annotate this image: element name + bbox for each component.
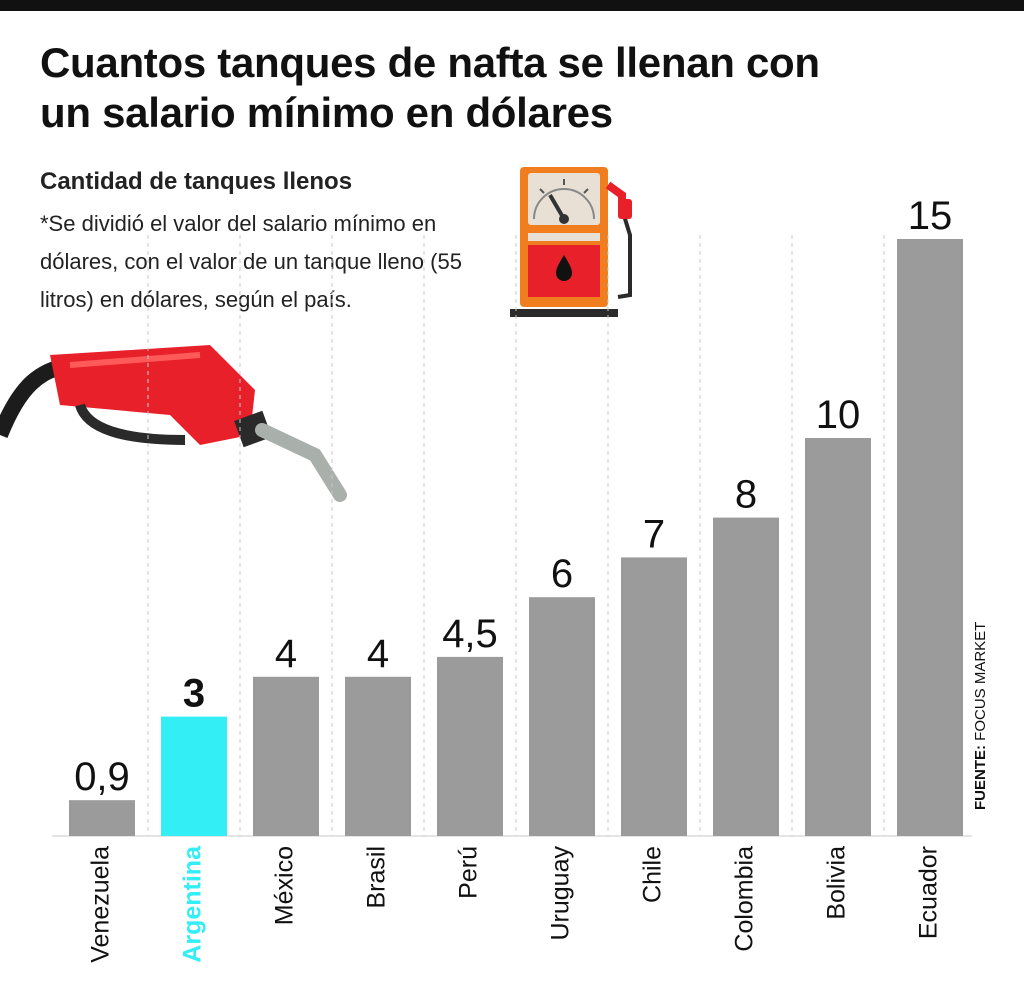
category-label: Venezuela: [87, 846, 115, 963]
bar: [69, 800, 135, 836]
data-label: 6: [551, 552, 573, 596]
chart-note: *Se dividió el valor del salario mínimo …: [40, 211, 462, 312]
data-label: 15: [908, 194, 953, 238]
category-label: Perú: [455, 846, 483, 899]
bar: [253, 676, 319, 836]
data-label: 3: [183, 672, 205, 716]
chart-subtitle: Cantidad de tanques llenos: [40, 168, 353, 195]
source-label: FUENTE:: [972, 745, 989, 810]
top-bar: [0, 0, 1024, 11]
source-note: FUENTE: FOCUS MARKET: [972, 622, 989, 810]
bar: [897, 239, 963, 836]
fuel-pump-icon: [510, 165, 650, 330]
data-label: 7: [643, 512, 665, 556]
bar: [621, 557, 687, 836]
category-label: México: [271, 846, 299, 925]
bar: [805, 438, 871, 836]
category-label: Ecuador: [915, 846, 943, 939]
data-label: 4: [367, 632, 389, 676]
category-label: Bolivia: [823, 846, 851, 920]
category-label: Colombia: [731, 846, 759, 952]
bar: [345, 676, 411, 836]
bar: [437, 656, 503, 836]
category-label: Chile: [639, 846, 667, 903]
data-label: 10: [816, 393, 861, 437]
data-label: 0,9: [74, 755, 130, 799]
category-label: Brasil: [363, 846, 391, 909]
data-label: 4,5: [442, 612, 498, 656]
bar: [713, 517, 779, 836]
bar: [161, 716, 227, 836]
bar: [529, 597, 595, 836]
category-label: Uruguay: [547, 846, 575, 941]
data-label: 8: [735, 473, 757, 517]
source-value: FOCUS MARKET: [972, 621, 989, 741]
data-label: 4: [275, 632, 297, 676]
chart-title: Cuantos tanques de nafta se llenan con u…: [40, 39, 820, 136]
fuel-nozzle-icon: [0, 335, 350, 510]
category-label: Argentina: [179, 845, 207, 963]
